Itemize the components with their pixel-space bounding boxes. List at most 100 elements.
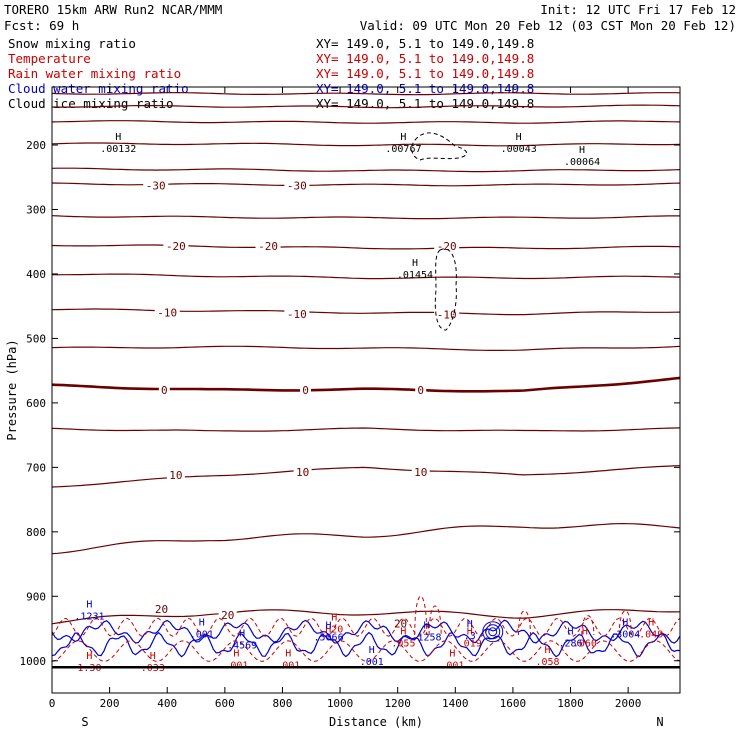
valid-time: Valid: 09 UTC Mon 20 Feb 12 (03 CST Mon … [360, 18, 736, 33]
isotherm-label: -20 [166, 240, 186, 253]
init-time: Init: 12 UTC Fri 17 Feb 12 [540, 2, 736, 17]
extremum-value: .01454 [397, 270, 433, 281]
isotherm-label: -10 [157, 307, 177, 320]
extremum-marker: H [285, 649, 291, 660]
model-title: TORERO 15km ARW Run2 NCAR/MMM [4, 2, 222, 17]
x-tick-label: 2000 [615, 697, 642, 710]
extremum-marker: H [233, 649, 239, 660]
extremum-value: .3004 [610, 630, 640, 641]
isotherm-label-bg [434, 239, 460, 252]
legend-range-snow: XY= 149.0, 5.1 to 149.0,149.8 [316, 36, 534, 51]
extremum-value: .00064 [564, 157, 600, 168]
isotherm-label: 10 [414, 466, 427, 479]
x-tick-label: 1200 [384, 697, 411, 710]
x-axis-label: Distance (km) [329, 715, 423, 729]
extremum-marker: H [412, 258, 418, 269]
north-label: N [656, 715, 663, 729]
extremum-value: .019 [458, 639, 482, 650]
isotherm-label: -30 [146, 180, 166, 193]
extremum-value: .060 [573, 639, 597, 650]
legend-label-2: Rain water mixing ratio [8, 66, 181, 81]
extremum-value: .00767 [385, 144, 421, 155]
south-label: S [81, 715, 88, 729]
isotherm-label-bg [158, 383, 170, 395]
rain-tower-contour [618, 610, 632, 635]
extremum-marker: H [516, 132, 522, 143]
isotherm-label-bg [143, 178, 169, 191]
y-tick-label: 900 [26, 590, 46, 603]
y-tick-label: 700 [26, 461, 46, 474]
extremum-marker: H [568, 627, 574, 638]
x-tick-label: 1000 [327, 697, 354, 710]
extremum-value: .049 [639, 630, 663, 641]
extremum-value: .1231 [74, 612, 104, 623]
isotherm-label: 20 [394, 617, 407, 630]
rain-tower-contour [428, 605, 442, 635]
isotherm-label-bg [154, 305, 180, 318]
extremum-marker: H [86, 600, 92, 611]
isotherm-15 [51, 522, 681, 555]
x-tick-label: 0 [49, 697, 56, 710]
isotherm-label: -10 [287, 308, 307, 321]
extremum-marker: H [239, 629, 245, 640]
extremum-marker: H [326, 620, 332, 631]
legend-label-4: Cloud ice mixing ratio [8, 96, 174, 111]
isotherm-label-bg [284, 306, 310, 319]
x-tick-label: 200 [100, 697, 120, 710]
x-tick-label: 1400 [442, 697, 469, 710]
extremum-marker: H [369, 645, 375, 656]
legend-range-4: XY= 149.0, 5.1 to 149.0,149.8 [316, 96, 534, 111]
extremum-value: .058 [535, 657, 559, 668]
extremum-marker: H [467, 619, 473, 630]
isotherm-label-bg [218, 607, 237, 620]
extremum-marker: H [622, 618, 628, 629]
isotherm-20 [51, 609, 681, 625]
isotherm-5 [51, 427, 681, 432]
extremum-marker: H [579, 145, 585, 156]
x-tick-label: 400 [157, 697, 177, 710]
y-tick-label: 300 [26, 203, 46, 216]
extremum-marker: H [86, 651, 92, 662]
extremum-value: .033 [141, 663, 165, 674]
y-tick-label: 1000 [20, 655, 47, 668]
isotherm-label: -20 [258, 240, 278, 253]
rain-tower-contour [414, 596, 428, 635]
cloud-water-core [488, 627, 498, 637]
extremum-marker: H [467, 627, 473, 638]
extremum-marker: H [400, 627, 406, 638]
isotherm--20 [51, 244, 681, 250]
isotherm-label-bg [284, 178, 310, 191]
y-tick-label: 200 [26, 139, 46, 152]
isotherm-label-bg [255, 239, 281, 252]
x-tick-label: 1800 [557, 697, 584, 710]
legend-range-3: XY= 149.0, 5.1 to 149.0,149.8 [316, 81, 534, 96]
isotherm-label: 0 [302, 384, 309, 397]
isotherm--15 [51, 273, 681, 280]
isotherm-label-bg [166, 468, 185, 481]
extremum-marker: H [544, 645, 550, 656]
rain-contour [51, 617, 681, 637]
cloud-water-contour [51, 619, 681, 644]
y-tick-label: 800 [26, 526, 46, 539]
legend-range-2: XY= 149.0, 5.1 to 149.0,149.8 [316, 66, 534, 81]
extremum-value: .055 [391, 639, 415, 650]
isotherm-label: 10 [296, 466, 309, 479]
isotherm-label: 20 [221, 609, 234, 622]
legend-label-3: Cloud water mixing ratio [8, 81, 189, 96]
x-tick-label: 600 [215, 697, 235, 710]
extremum-value: .4569 [227, 641, 257, 652]
isotherm--40 [51, 142, 681, 147]
extremum-marker: H [331, 613, 337, 624]
ice-contour-upper [411, 132, 468, 161]
isotherm--5 [51, 345, 681, 351]
extremum-value: .286 [558, 639, 582, 650]
chart-header: TORERO 15km ARW Run2 NCAR/MMM Init: 12 U… [4, 2, 736, 33]
isotherm--25 [51, 215, 680, 220]
extremum-value: .001 [360, 657, 384, 668]
extremum-value: .001 [190, 630, 214, 641]
isotherm-label: -20 [437, 240, 457, 253]
